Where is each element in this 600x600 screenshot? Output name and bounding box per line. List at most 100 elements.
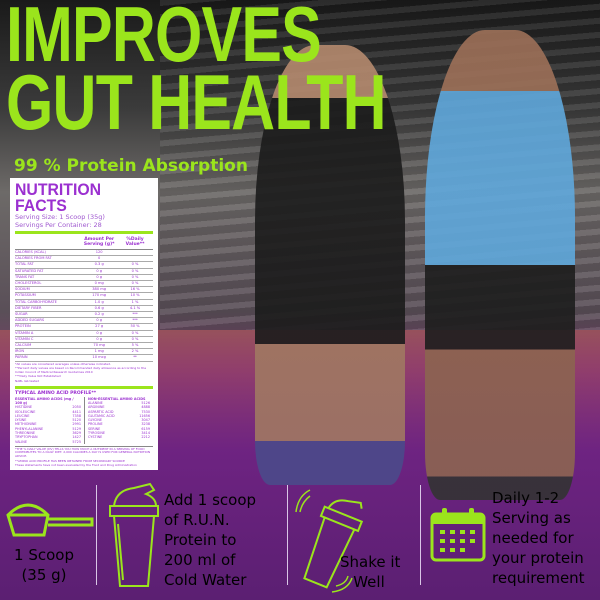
servings-per-container: Servings Per Container: 28: [15, 220, 102, 229]
step-text-line: Well: [353, 573, 385, 591]
amino-row: CYSTINE 2212: [88, 435, 150, 439]
footnote: These statements have not been evaluated…: [15, 463, 137, 468]
headline-line-1: IMPROVES: [6, 0, 322, 78]
nutrition-row: VITAMIN C 0 g 0 %: [15, 336, 153, 344]
step-text-line: needed for: [492, 529, 574, 547]
nutrient-dv: ***: [132, 318, 138, 323]
divider: [287, 485, 288, 585]
nutrient-dv: 0 %: [131, 330, 139, 335]
amino-row: ASPARTIC ACID 7530: [88, 410, 150, 414]
step-1-text: 1 Scoop (35 g): [14, 545, 74, 585]
nutrient-amount: 380 mg: [92, 287, 107, 292]
amino-value: 2991: [72, 422, 81, 427]
amino-table: ESSENTIAL AMINO ACIDS (mg / 100 g) HISTID…: [15, 396, 153, 444]
runner-left-image: [255, 45, 405, 485]
amino-name: TRYPTOPHAN: [15, 435, 38, 440]
essential-header: ESSENTIAL AMINO ACIDS (mg / 100 g): [15, 396, 74, 405]
nutrition-row: DIETARY FIBER 0.6 g 4.1 %: [15, 305, 153, 313]
step-2-text: Add 1 scoop of R.U.N. Protein to 200 ml of C…: [164, 490, 256, 590]
footnotes: *THE % DAILY VALUE (DV) TELLS YOU HOW MU…: [15, 445, 153, 468]
nutrient-dv: 2 %: [131, 349, 139, 354]
note: ***Daily Value Not Established: [15, 374, 61, 379]
nutrient-dv: 0 %: [131, 281, 139, 286]
nutrition-row: SODIUM 380 mg 16 %: [15, 287, 153, 294]
amino-value: 4888: [141, 405, 150, 410]
amino-value: 1427: [72, 435, 81, 440]
nutrient-amount: 0 mg: [94, 281, 104, 286]
note: NABL lab tested: [15, 379, 40, 384]
nutrient-amount: 0 g: [96, 330, 103, 335]
amino-row: ARGININE 4888: [88, 405, 150, 409]
nutrition-row: TOTAL CARBOHYDRATE 1.0 g 1 %: [15, 300, 153, 306]
nutrient-name: CHOLESTEROL: [15, 281, 42, 286]
nutrient-dv: 0 %: [131, 268, 139, 273]
divider: [96, 485, 97, 585]
amino-row: LEUCINE 7358: [15, 414, 81, 418]
amino-row: GLUTAMIC ACID 11656: [88, 414, 150, 418]
shaker-icon: [109, 482, 159, 587]
amino-name: ISOLEUCINE: [15, 409, 36, 414]
shaking-shaker-icon: [295, 489, 364, 593]
step-text-line: Protein to: [164, 531, 237, 549]
nutrient-dv: 0 %: [131, 262, 139, 267]
amino-value: 3414: [141, 431, 150, 435]
nonessential-amino-list: NON-ESSENTIAL AMINO ACIDS ALANINE 5126 ARGI…: [84, 396, 153, 444]
step-text-line: of R.U.N.: [164, 511, 230, 529]
calendar-icon: [430, 508, 486, 562]
nutrition-row: ADDED SUGARS 0 g ***: [15, 318, 153, 325]
step-4-text: Daily 1-2 Serving as needed for your protei…: [492, 488, 585, 588]
nutrient-dv: 0 %: [131, 336, 139, 341]
nutrient-name: SODIUM: [15, 287, 30, 292]
nutrition-row: SATURATED FAT 0 g 0 %: [15, 269, 153, 275]
nutrient-dv: 0 %: [131, 274, 139, 279]
amino-row: HISTIDINE 2050: [15, 405, 81, 409]
amino-value: 5120: [72, 418, 81, 423]
nutrient-dv: ***: [132, 312, 138, 317]
nutrient-name: TOTAL CARBOHYDRATE: [15, 299, 57, 304]
amino-row: LYSINE 5120: [15, 418, 81, 422]
nutrient-dv: **: [133, 355, 137, 360]
nonessential-header: NON-ESSENTIAL AMINO ACIDS: [88, 396, 146, 401]
amino-value: 2212: [141, 435, 150, 440]
nutrient-amount: 10 mcg: [92, 355, 106, 360]
step-text-line: 1 Scoop: [14, 546, 74, 564]
amino-value: 4411: [72, 409, 81, 414]
nutrition-row: CALORIES FROM FAT 0: [15, 256, 153, 263]
amino-name: CYSTINE: [88, 435, 103, 440]
nutrient-amount: 0.3 g: [94, 262, 104, 267]
nutrient-dv: 16 %: [130, 287, 140, 292]
step-text-line: Shake it: [340, 553, 401, 571]
essential-amino-list: ESSENTIAL AMINO ACIDS (mg / 100 g) HISTID…: [15, 397, 84, 444]
nutrient-name: SUGAR: [15, 312, 28, 317]
amino-name: LEUCINE: [15, 413, 30, 418]
nutrient-dv: 4.1 %: [129, 305, 141, 310]
nutrient-amount: 0 g: [96, 336, 103, 341]
amino-row: TRYPTOPHAN 1427: [15, 435, 81, 439]
nutrition-header: Amount Per Serving (g)* %Daily Value**: [15, 236, 153, 250]
nutrition-row: POTASSIUM 170 mg 10 %: [15, 293, 153, 300]
amino-value: 3629: [72, 431, 81, 435]
nutrition-row: CHOLESTEROL 0 mg 0 %: [15, 281, 153, 288]
subheadline: 99 % Protein Absorption: [14, 156, 248, 176]
nutrient-dv: 10 %: [130, 293, 140, 298]
headline-line-2: GUT HEALTH: [6, 58, 387, 146]
nutrient-name: PROTEIN: [15, 324, 31, 329]
nutrition-row: TRANS FAT 0 g 0 %: [15, 274, 153, 282]
nutrition-row: CALORIES (KCAL) 120: [15, 250, 153, 257]
amino-name: LYSINE: [15, 418, 27, 423]
amino-row: ALANINE 5126: [88, 401, 150, 405]
nutrient-name: IRON: [15, 349, 25, 354]
nutrient-amount: 0.6 g: [94, 305, 104, 310]
serving-size: Serving Size: 1 Scoop (35g): [15, 213, 105, 221]
amino-row: VALINE 5725: [15, 440, 81, 444]
nutrient-amount: 0 g: [96, 274, 103, 279]
amino-value: 5126: [141, 400, 150, 405]
step-3-text: Shake it Well: [340, 552, 400, 592]
amino-name: ALANINE: [88, 400, 103, 405]
nutrition-title: NUTRITION FACTS: [15, 180, 102, 215]
note: *All values are considered averages unle…: [15, 361, 111, 366]
amino-row: GLYCINE 3047: [88, 418, 150, 422]
nutrient-amount: 0.2 g: [94, 312, 104, 317]
amino-row: SERINE 6159: [88, 427, 150, 431]
